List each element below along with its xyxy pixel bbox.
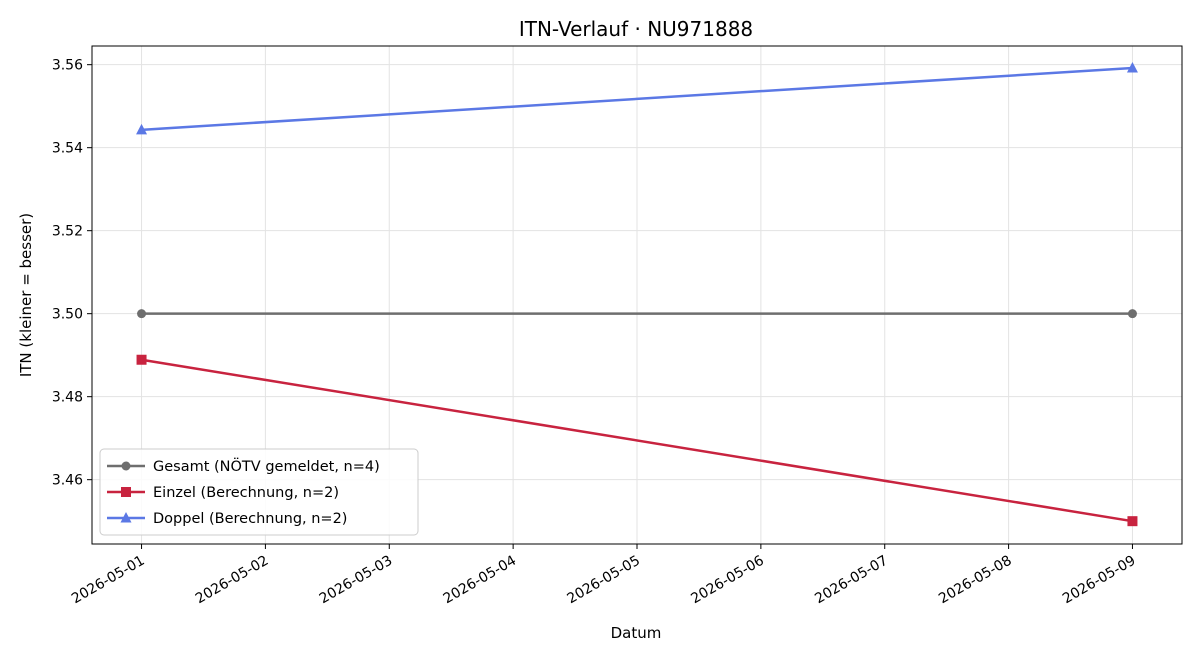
legend-label: Doppel (Berechnung, n=2) bbox=[153, 511, 347, 527]
legend-label: Einzel (Berechnung, n=2) bbox=[153, 485, 339, 501]
y-axis-label: ITN (kleiner = besser) bbox=[17, 213, 35, 377]
series-2 bbox=[136, 354, 1138, 527]
x-tick-label: 2026-05-07 bbox=[812, 553, 890, 608]
y-tick-label: 3.46 bbox=[52, 473, 83, 489]
x-tick-label: 2026-05-04 bbox=[441, 553, 520, 608]
legend-marker bbox=[120, 512, 132, 523]
data-point bbox=[1127, 309, 1137, 319]
x-axis-label: Datum bbox=[611, 624, 662, 642]
data-point bbox=[137, 309, 147, 319]
x-tick-label: 2026-05-01 bbox=[69, 553, 147, 608]
x-tick-label: 2026-05-08 bbox=[936, 553, 1014, 608]
legend-label: Gesamt (NÖTV gemeldet, n=4) bbox=[153, 457, 380, 475]
series-3 bbox=[136, 61, 1138, 135]
x-tick-label: 2026-05-06 bbox=[688, 553, 767, 608]
series-layer bbox=[136, 61, 1138, 527]
data-point bbox=[1126, 61, 1138, 73]
legend-marker bbox=[121, 487, 131, 497]
series-1 bbox=[137, 309, 1137, 319]
legend: Gesamt (NÖTV gemeldet, n=4) Einzel (Berec… bbox=[99, 448, 419, 536]
x-tick-label: 2026-05-05 bbox=[565, 553, 643, 608]
chart-title: ITN-Verlauf · NU971888 bbox=[519, 17, 753, 41]
legend-box bbox=[99, 448, 419, 536]
x-tick-label: 2026-05-09 bbox=[1060, 553, 1138, 608]
series-line bbox=[141, 66, 1133, 132]
y-tick-label: 3.50 bbox=[52, 307, 83, 323]
x-axis-ticks: 2026-05-01 2026-05-02 2026-05-03 2026-05-04… bbox=[69, 544, 1138, 607]
y-tick-label: 3.54 bbox=[52, 141, 83, 157]
x-tick-label: 2026-05-03 bbox=[317, 553, 395, 608]
series-line bbox=[141, 358, 1133, 523]
legend-entry: Einzel (Berechnung, n=2) bbox=[107, 485, 339, 501]
x-tick-label: 2026-05-02 bbox=[193, 553, 271, 608]
data-point bbox=[136, 354, 147, 365]
y-tick-label: 3.56 bbox=[52, 58, 83, 74]
data-point bbox=[1127, 516, 1138, 527]
y-axis-ticks: 3.46 3.48 3.50 3.52 3.54 3.56 bbox=[52, 58, 92, 489]
legend-marker bbox=[121, 461, 131, 471]
y-tick-label: 3.52 bbox=[52, 224, 83, 240]
legend-entry: Gesamt (NÖTV gemeldet, n=4) bbox=[107, 457, 380, 475]
data-point bbox=[136, 123, 148, 135]
y-tick-label: 3.48 bbox=[52, 390, 83, 406]
legend-entry: Doppel (Berechnung, n=2) bbox=[107, 511, 347, 527]
